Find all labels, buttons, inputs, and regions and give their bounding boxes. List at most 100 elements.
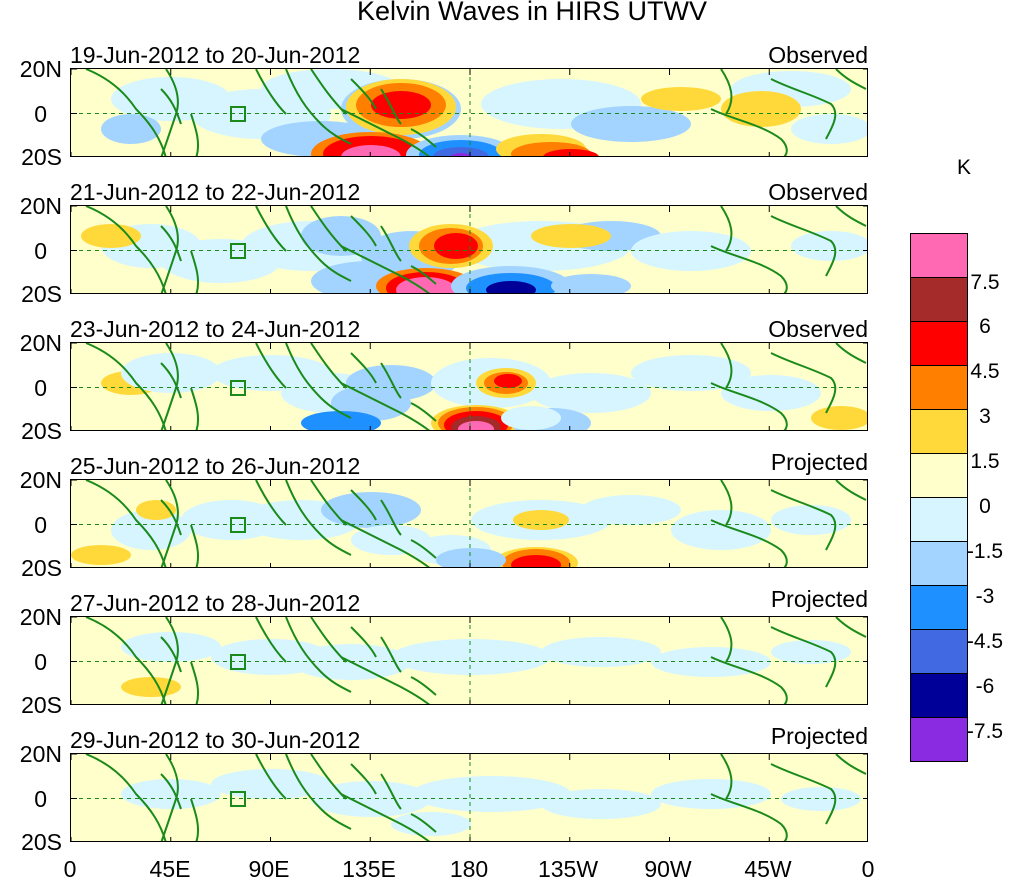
- coastline-15: [835, 206, 867, 227]
- coastline-6: [285, 754, 352, 830]
- coastline-15: [835, 480, 867, 501]
- coastline-12: [720, 343, 733, 389]
- coastline-5: [255, 754, 287, 800]
- coastline-6: [285, 480, 352, 556]
- lon-label-135e: 135E: [342, 856, 396, 882]
- coastline-8: [340, 656, 431, 704]
- coastline-4: [190, 113, 200, 156]
- coastline-13: [710, 519, 788, 567]
- coastline-14: [770, 626, 837, 688]
- legend-label-3: 3: [979, 405, 991, 428]
- coastline-14: [770, 78, 837, 140]
- legend-swatch-7: [910, 497, 968, 542]
- anomaly-blob-4: [411, 776, 571, 812]
- coastline-1: [85, 754, 167, 841]
- anomaly-blob-20: [458, 421, 494, 430]
- coastline-15: [835, 754, 867, 775]
- anomaly-blob-8: [121, 677, 181, 697]
- panel-1-type: Observed: [768, 42, 868, 68]
- coastline-10: [380, 362, 402, 399]
- coastline-3: [160, 773, 182, 810]
- lat-label-eq-4: 0: [34, 512, 47, 538]
- coastline-15: [835, 69, 867, 90]
- anomaly-blob-6: [351, 525, 431, 555]
- coastline-15: [835, 617, 867, 638]
- panel-4-type: Projected: [770, 449, 868, 475]
- coastline-5: [255, 617, 287, 663]
- panel-4-date: 25-Jun-2012 to 26-Jun-2012: [70, 453, 361, 479]
- coastline-10: [380, 225, 402, 262]
- legend-label-neg-4-5: -4.5: [966, 630, 1004, 653]
- lat-label-20n-4: 20N: [19, 467, 62, 493]
- lon-label-0: 0: [63, 856, 77, 882]
- panel-3-type: Observed: [768, 316, 868, 342]
- coastline-13: [710, 793, 788, 841]
- anomaly-blob-22: [531, 224, 611, 248]
- lat-label-eq-2: 0: [34, 238, 47, 264]
- panel-5-type: Projected: [770, 586, 868, 612]
- lat-label-eq-3: 0: [34, 375, 47, 401]
- coastline-3: [160, 88, 182, 125]
- lat-label-20n-2: 20N: [19, 193, 62, 219]
- anomaly-blob-25: [543, 149, 599, 156]
- lon-label-180: 180: [449, 856, 489, 882]
- coastline-4: [190, 524, 200, 567]
- coastline-8: [340, 793, 431, 841]
- anomaly-blob-11: [771, 505, 851, 535]
- anomaly-blob-7: [771, 640, 851, 664]
- map-title: Kelvin Waves in HIRS UTWV: [356, 0, 708, 26]
- anomaly-blob-10: [791, 231, 867, 261]
- coastline-13: [710, 656, 788, 704]
- coastline-14: [770, 352, 837, 414]
- coastline-12: [720, 754, 733, 800]
- anomaly-blob-10: [671, 510, 771, 550]
- anomaly-blob-7: [301, 411, 381, 430]
- coastline-9: [350, 352, 377, 384]
- anomaly-blob-6: [346, 365, 436, 401]
- coastline-3: [160, 636, 182, 673]
- anomaly-blob-9: [531, 373, 651, 413]
- map-field-5: [71, 617, 867, 704]
- coastline-14: [770, 215, 837, 277]
- coastline-1: [85, 617, 167, 704]
- anomaly-blob-2: [121, 353, 221, 393]
- coastline-4: [190, 798, 200, 841]
- coastline-5: [255, 206, 287, 252]
- map-panel-1: [70, 68, 868, 157]
- coastline-9: [350, 78, 377, 110]
- panel-1-date: 19-Jun-2012 to 20-Jun-2012: [70, 42, 361, 68]
- lon-label-135w: 135W: [537, 856, 599, 882]
- anomaly-blob-8: [571, 106, 691, 142]
- anomaly-blob-1: [121, 632, 221, 662]
- coastline-8: [340, 245, 431, 293]
- panel-2-date: 21-Jun-2012 to 22-Jun-2012: [70, 179, 361, 205]
- anomaly-blob-10: [631, 355, 751, 391]
- legend-swatch-2: [910, 277, 968, 322]
- coastline-8: [340, 519, 431, 567]
- anomaly-blob-12: [811, 406, 867, 430]
- coastline-12: [720, 480, 733, 526]
- map-panel-4: [70, 479, 868, 568]
- coastline-6: [285, 206, 352, 282]
- coastline-5: [255, 69, 287, 115]
- coastline-13: [710, 245, 788, 293]
- anomaly-blob-15: [371, 91, 431, 119]
- coastline-5: [255, 343, 287, 389]
- coastline-15: [835, 343, 867, 364]
- coastline-10: [380, 499, 402, 536]
- legend-label-4-5: 4.5: [970, 360, 1000, 383]
- map-panel-5: [70, 616, 868, 705]
- coastline-4: [190, 661, 200, 704]
- lat-label-20s-4: 20S: [21, 555, 62, 581]
- map-field-4: [71, 480, 867, 567]
- coastline-11: [410, 676, 437, 696]
- anomaly-blob-5: [541, 789, 661, 819]
- map-panel-2: [70, 205, 868, 294]
- coastline-14: [770, 763, 837, 825]
- lat-label-20s-6: 20S: [21, 829, 62, 855]
- anomaly-blob-12: [71, 545, 131, 565]
- anomaly-blob-22: [501, 406, 561, 430]
- legend-label-7-5: 7.5: [970, 271, 1000, 294]
- legend-label-neg-7-5: -7.5: [966, 720, 1004, 743]
- coastline-5: [255, 480, 287, 526]
